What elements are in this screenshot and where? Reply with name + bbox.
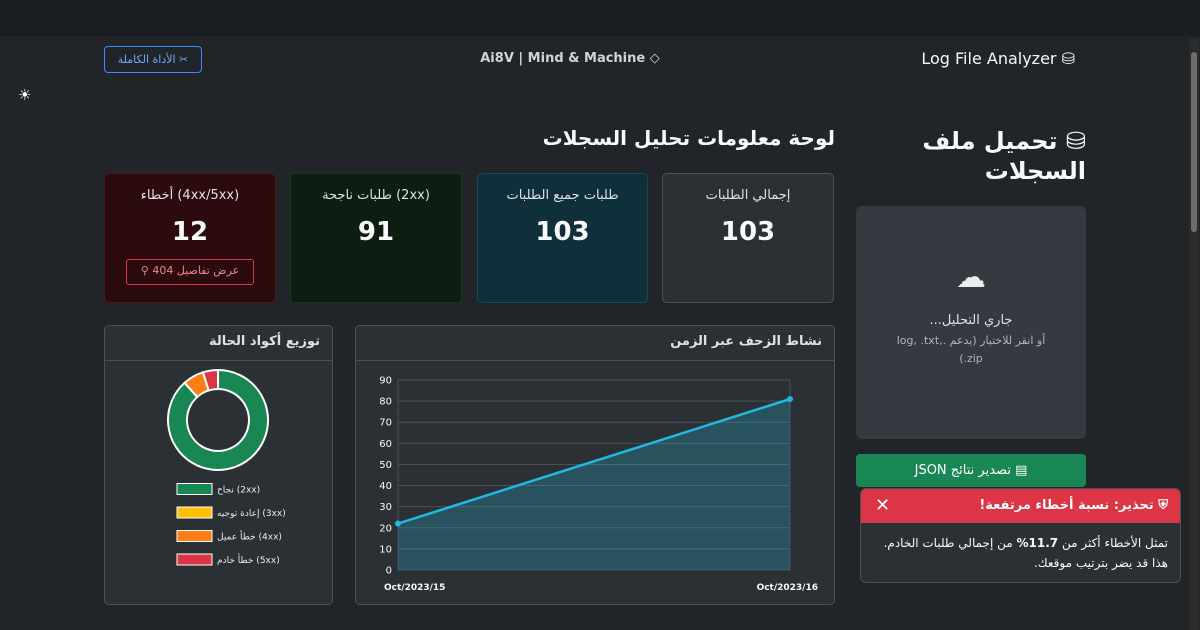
legend-swatch (176, 483, 213, 495)
legend-swatch (176, 553, 213, 566)
card-label: أخطاء (4xx/5xx) (140, 188, 240, 203)
upload-box[interactable]: ☁ جاري التحليل... أو انقر للاختيار (يدعم… (856, 206, 1086, 439)
toast-title: تحذير: نسبة أخطاء مرتفعة! (979, 498, 1154, 513)
x-tick-label: Oct/2023/16 (757, 583, 818, 593)
line-path (397, 397, 791, 525)
sidebar-title: ⛁ تحميل ملف السجلات (922, 127, 1086, 185)
legend-label: خطأ عميل (4xx) (217, 530, 282, 543)
y-tick-label: 50 (379, 460, 392, 471)
top-strip (0, 0, 1200, 36)
card-value: 103 (720, 217, 776, 247)
dashboard-title: لوحة معلومات تحليل السجلات (542, 126, 835, 150)
toast-body-after: من إجمالي طلبات الخادم. هذا قد يضر بترتي… (883, 536, 1168, 570)
y-tick-label: 30 (379, 502, 392, 513)
stat-card: إجمالي الطلبات 103 (662, 173, 834, 303)
donut-chart: نجاح (2xx) إعادة توجيه (3xx) خطأ عميل (4xx… (167, 368, 286, 566)
y-tick-label: 10 (379, 544, 392, 555)
toast-header: ⛨ تحذير: نسبة أخطاء مرتفعة! ✕ (861, 489, 1180, 523)
tool-button[interactable]: ✂ الأداة الكاملة (104, 46, 202, 73)
legend-label: نجاح (2xx) (217, 486, 260, 496)
card-label: طلبات جميع الطلبات (506, 188, 619, 203)
export-button[interactable]: ▤ تصدير نتائج JSON (856, 454, 1086, 487)
donut-slice (167, 368, 269, 471)
sidebar-title-text: تحميل ملف السجلات (922, 127, 1086, 185)
toast-close[interactable]: ✕ (875, 495, 891, 516)
y-tick-label: 0 (386, 566, 392, 577)
theme-toggle[interactable]: ☀ (18, 86, 32, 104)
line-title: نشاط الزحف عبر الزمن (356, 326, 834, 361)
y-tick-label: 60 (379, 439, 392, 450)
stat-card: طلبات ناجحة (2xx) 91 (290, 173, 462, 303)
upload-hint: أو انقر للاختيار (يدعم .log, .txt, .zip) (896, 334, 1046, 365)
y-tick-label: 90 (379, 376, 392, 387)
card-value: 91 (357, 217, 395, 247)
x-tick-label: Oct/2023/15 (384, 583, 445, 593)
stat-card: طلبات جميع الطلبات 103 (477, 173, 648, 303)
y-tick-label: 70 (379, 418, 392, 429)
details-label: عرض تفاصيل 404 (152, 264, 240, 277)
toast-body-bold: 11.7% (1016, 536, 1059, 550)
y-tick-label: 80 (379, 397, 392, 408)
toast: ⛨ تحذير: نسبة أخطاء مرتفعة! ✕ تمثل الأخطا… (860, 488, 1181, 583)
legend-label: إعادة توجيه (3xx) (217, 509, 286, 519)
line-point (787, 396, 793, 402)
card-value: 103 (535, 217, 590, 247)
legend-label: خطأ خادم (5xx) (217, 553, 280, 566)
card-label: طلبات ناجحة (2xx) (322, 188, 430, 203)
scrollbar (1189, 38, 1199, 630)
upload-icon: ☁ (956, 260, 986, 295)
card-value: 12 (171, 217, 209, 247)
line-chart: 0 10 20 30 40 50 60 70 80 90 Oct/2023/15 Oct/2023/1… (379, 376, 818, 594)
line-card: نشاط الزحف عبر الزمن (355, 325, 835, 605)
donut-title: توزيع أكواد الحالة (105, 326, 332, 361)
stat-card: أخطاء (4xx/5xx) 12 عرض تفاصيل 404 ⚲ (104, 173, 276, 303)
line-area (398, 399, 790, 570)
brand-text: Ai8V | Mind & Machine (480, 51, 646, 66)
legend-swatch (176, 506, 213, 519)
toast-body-before: تمثل الأخطاء أكثر من (1061, 536, 1168, 550)
brand: Ai8V | Mind & Machine ◇ (480, 51, 660, 66)
app-title: Log File Analyzer ⛁ (921, 49, 1075, 68)
legend-swatch (176, 530, 213, 542)
export-label: تصدير نتائج JSON (914, 463, 1011, 478)
y-tick-label: 40 (379, 481, 392, 492)
card-label: إجمالي الطلبات (705, 188, 791, 203)
details-button[interactable]: عرض تفاصيل 404 ⚲ (126, 259, 254, 285)
tool-button-label: الأداة الكاملة (117, 53, 176, 66)
app-title-text: Log File Analyzer (921, 49, 1057, 68)
donut-slice (201, 368, 219, 392)
line-point (395, 520, 401, 527)
toast-body: تمثل الأخطاء أكثر من 11.7% من إجمالي طلب… (861, 523, 1180, 582)
y-tick-label: 20 (379, 523, 392, 534)
upload-status: جاري التحليل... (929, 313, 1013, 328)
